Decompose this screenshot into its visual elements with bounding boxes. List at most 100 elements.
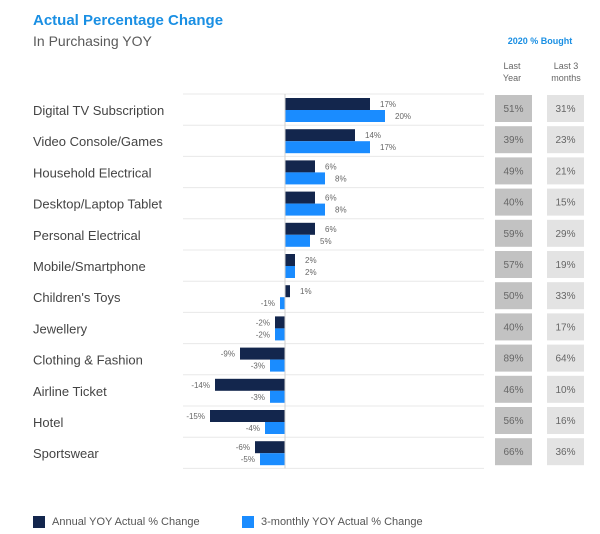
last-3-months-value: 10% <box>555 385 575 396</box>
monthly-bar <box>285 172 325 185</box>
last-year-cell <box>495 344 532 372</box>
last-year-value: 59% <box>503 229 523 240</box>
last-3-months-cell <box>547 344 584 372</box>
last-year-value: 51% <box>503 104 523 115</box>
annual-value-label: 17% <box>380 100 396 109</box>
annual-value-label: 6% <box>325 194 337 203</box>
last-year-cell <box>495 157 532 185</box>
annual-value-label: 14% <box>365 131 381 140</box>
monthly-value-label: 8% <box>335 174 347 183</box>
last-3-months-cell <box>547 438 584 466</box>
last-year-value: 57% <box>503 260 523 271</box>
monthly-bar <box>285 234 310 247</box>
annual-value-label: -6% <box>236 443 250 452</box>
last-year-value: 39% <box>503 135 523 146</box>
last-3-months-value: 16% <box>555 416 575 427</box>
last-year-header: Last Year <box>492 60 532 84</box>
monthly-value-label: -5% <box>241 455 255 464</box>
last-3-months-value: 29% <box>555 229 575 240</box>
category-label: Desktop/Laptop Tablet <box>33 197 163 212</box>
annual-bar <box>285 254 295 266</box>
annual-value-label: 6% <box>325 225 337 234</box>
category-label: Video Console/Games <box>33 134 163 149</box>
legend-annual-swatch <box>33 516 45 528</box>
last-year-cell <box>495 375 532 403</box>
category-label: Personal Electrical <box>33 228 141 243</box>
last-3-months-cell <box>547 157 584 185</box>
last-year-cell <box>495 313 532 341</box>
monthly-bar <box>270 359 285 372</box>
last-3-months-value: 64% <box>555 354 575 365</box>
legend-monthly-swatch <box>242 516 254 528</box>
last-3-months-header: Last 3 months <box>546 60 586 84</box>
monthly-bar <box>260 453 285 466</box>
last-year-cell <box>495 95 532 122</box>
annual-bar <box>285 191 315 204</box>
last-year-cell <box>495 219 532 247</box>
annual-bar <box>285 285 290 298</box>
annual-value-label: 6% <box>325 162 337 171</box>
chart-subtitle: In Purchasing YOY <box>33 33 152 49</box>
legend-annual-label: Annual YOY Actual % Change <box>52 516 200 528</box>
monthly-value-label: -2% <box>256 330 270 339</box>
last-year-cell <box>495 251 532 278</box>
category-label: Children's Toys <box>33 290 121 305</box>
monthly-bar <box>280 297 285 310</box>
monthly-value-label: -3% <box>251 362 265 371</box>
monthly-value-label: 2% <box>305 268 317 277</box>
last-year-header-line1: Last <box>503 61 521 71</box>
last-3-months-value: 31% <box>555 104 575 115</box>
last-year-value: 49% <box>503 166 523 177</box>
last-year-cell <box>495 407 532 434</box>
last-3-months-cell <box>547 407 584 434</box>
category-label: Digital TV Subscription <box>33 103 164 118</box>
last-3-months-value: 21% <box>555 166 575 177</box>
monthly-value-label: 8% <box>335 206 347 215</box>
last-year-value: 40% <box>503 198 523 209</box>
last-3-months-cell <box>547 251 584 278</box>
monthly-value-label: 20% <box>395 112 411 121</box>
last-3-months-value: 33% <box>555 291 575 302</box>
annual-bar <box>285 129 355 142</box>
last-3-months-cell <box>547 188 584 216</box>
last-3-months-value: 17% <box>555 322 575 333</box>
last-3-months-cell <box>547 313 584 341</box>
legend-monthly-label: 3-monthly YOY Actual % Change <box>261 516 423 528</box>
annual-value-label: -15% <box>186 412 205 421</box>
monthly-value-label: -3% <box>251 393 265 402</box>
last-year-cell <box>495 438 532 466</box>
category-label: Sportswear <box>33 446 99 461</box>
last-year-value: 40% <box>503 322 523 333</box>
last-3-months-value: 19% <box>555 260 575 271</box>
category-label: Household Electrical <box>33 165 152 180</box>
last-year-value: 50% <box>503 291 523 302</box>
monthly-value-label: -4% <box>246 424 260 433</box>
last-year-header-line2: Year <box>502 73 522 83</box>
annual-value-label: -2% <box>256 318 270 327</box>
last-3-months-cell <box>547 219 584 247</box>
annual-bar <box>240 347 285 360</box>
category-label: Jewellery <box>33 321 88 336</box>
monthly-value-label: 17% <box>380 143 396 152</box>
last-3-months-cell <box>547 126 584 154</box>
annual-bar <box>285 98 370 110</box>
monthly-bar <box>275 328 285 341</box>
last-year-value: 66% <box>503 447 523 458</box>
bought-header: 2020 % Bought <box>507 36 573 46</box>
last-3-months-cell <box>547 95 584 122</box>
last-year-cell <box>495 282 532 310</box>
last-year-value: 46% <box>503 385 523 396</box>
monthly-bar <box>285 203 325 216</box>
last-3-months-header-line2: months <box>551 73 581 83</box>
category-label: Clothing & Fashion <box>33 353 143 368</box>
annual-value-label: 2% <box>305 256 317 265</box>
annual-bar <box>255 441 285 454</box>
last-3-months-cell <box>547 375 584 403</box>
category-label: Airline Ticket <box>33 384 107 399</box>
last-year-value: 89% <box>503 354 523 365</box>
category-label: Mobile/Smartphone <box>33 259 146 274</box>
monthly-bar <box>270 390 285 403</box>
last-3-months-cell <box>547 282 584 310</box>
annual-value-label: -14% <box>191 381 210 390</box>
